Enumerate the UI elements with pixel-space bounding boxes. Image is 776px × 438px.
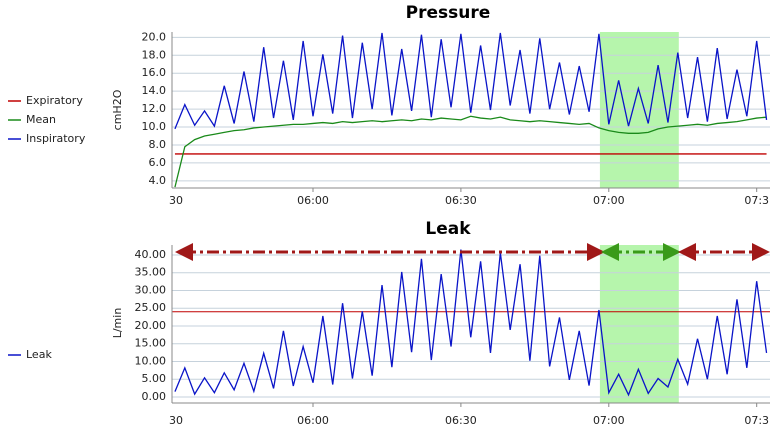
chart-title: Pressure (406, 3, 491, 23)
y-tick-label: 16.0 (142, 66, 167, 79)
x-tick-label: 07:3 (744, 414, 769, 427)
x-tick-label: 07:00 (593, 414, 625, 427)
legend-label: Inspiratory (26, 132, 86, 145)
x-tick-label: 30 (169, 194, 183, 207)
series-line (174, 115, 767, 188)
plots: Pressure cmH2O 4.0 6.0 8.0 10.0 12.0 14.0 16.0 18… (8, 3, 770, 427)
y-tick-label: 40.00 (135, 248, 167, 261)
series-line (174, 249, 768, 397)
y-tick-label: 4.0 (149, 174, 167, 187)
y-tick-label: 18.0 (142, 48, 167, 61)
x-tick-label: 07:3 (744, 194, 769, 207)
y-tick-label: 30.00 (135, 283, 167, 296)
y-tick-label: 5.00 (142, 372, 167, 385)
highlight-band (599, 245, 679, 403)
x-tick-label: 06:00 (297, 194, 329, 207)
y-tick-label: 12.0 (142, 102, 167, 115)
y-tick-label: 10.0 (142, 120, 167, 133)
y-tick-label: 6.0 (149, 156, 167, 169)
y-tick-label: 8.0 (149, 138, 167, 151)
legend-label: Mean (26, 113, 56, 126)
series-line (174, 32, 768, 130)
y-axis-label: cmH2O (111, 89, 124, 130)
legend-label: Leak (26, 348, 52, 361)
y-tick-label: 0.00 (142, 390, 167, 403)
legend-label: Expiratory (26, 94, 83, 107)
chart-title: Leak (425, 219, 471, 239)
y-tick-label: 20.0 (142, 30, 167, 43)
y-tick-label: 20.00 (135, 319, 167, 332)
x-tick-label: 06:30 (445, 194, 477, 207)
x-tick-label: 07:00 (593, 194, 625, 207)
x-tick-label: 06:30 (445, 414, 477, 427)
y-axis-label: L/min (111, 308, 124, 339)
y-tick-label: 10.00 (135, 354, 167, 367)
x-tick-label: 30 (169, 414, 183, 427)
y-tick-label: 25.00 (135, 301, 167, 314)
y-tick-label: 14.0 (142, 84, 167, 97)
y-tick-label: 15.00 (135, 337, 167, 350)
y-tick-label: 35.00 (135, 266, 167, 279)
x-tick-label: 06:00 (297, 414, 329, 427)
